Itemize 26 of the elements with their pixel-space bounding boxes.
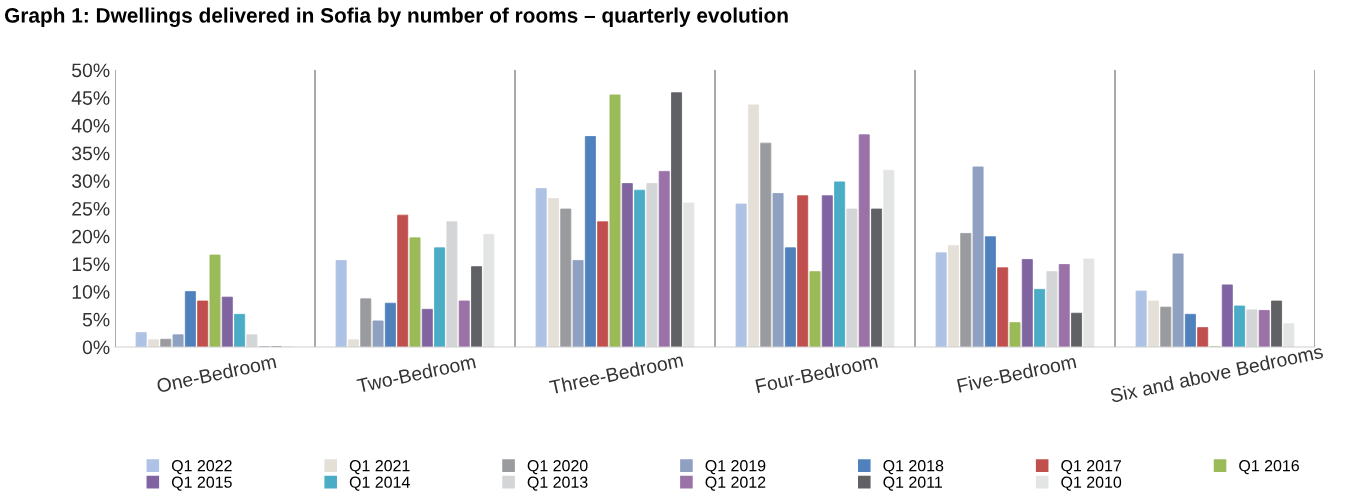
legend-label: Q1 2021 [349,460,410,475]
chart-title: Graph 1: Dwellings delivered in Sofia by number of rooms – quarterly evolution [4,7,788,27]
legend-label: Q1 2017 [1061,460,1121,475]
legend-label: Q1 2020 [527,460,588,475]
y-tick-label: 35% [71,146,110,161]
y-tick-label: 45% [71,91,110,105]
legend-label: Q1 2014 [349,476,410,491]
legend-label: Q1 2016 [1239,460,1299,475]
legend-label: Q1 2013 [527,476,588,491]
legend-label: Q1 2022 [171,460,232,475]
legend-label: Q1 2011 [883,476,942,491]
y-tick-label: 25% [72,201,110,216]
legend-label: Q1 2019 [705,460,766,475]
legend-label: Q1 2018 [883,460,944,475]
y-tick-label: 5% [82,312,110,327]
y-tick-label: 15% [72,257,110,272]
y-tick-label: 40% [71,118,110,133]
y-tick-label: 30% [71,174,110,189]
y-tick-label: 50% [72,63,110,78]
y-tick-label: 20% [72,229,110,244]
y-tick-label: 0% [82,340,110,355]
legend-label: Q1 2015 [171,476,232,491]
legend-label: Q1 2010 [1061,476,1122,491]
legend-label: Q1 2012 [705,476,766,491]
y-tick-label: 10% [72,285,110,299]
x-tick-label: Six and above Bedrooms [1109,344,1324,403]
